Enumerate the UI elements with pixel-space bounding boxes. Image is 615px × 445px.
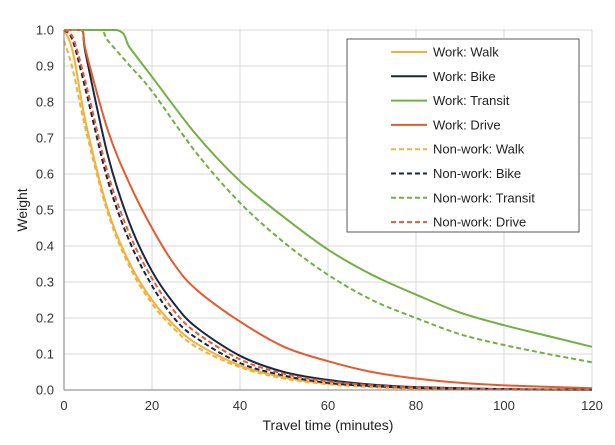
legend-label: Non-work: Bike (433, 166, 521, 181)
y-tick-label: 0.1 (36, 347, 54, 362)
y-tick-label: 0.2 (36, 311, 54, 326)
legend-label: Work: Walk (433, 45, 499, 60)
legend-label: Non-work: Walk (433, 142, 525, 157)
axes (63, 30, 592, 391)
y-tick-label: 0.5 (36, 203, 54, 218)
series-line-non-work-transit (64, 29, 593, 364)
y-tick-label: 0.3 (36, 275, 54, 290)
series-line-non-work-walk (63, 40, 593, 391)
y-tick-label: 0.4 (36, 239, 54, 254)
series-line-work-drive (64, 29, 593, 390)
series-line-non-work-drive (63, 29, 593, 391)
tick-labels: 0.0 0.1 0.2 0.3 0.4 0.5 0.6 0.7 0.8 0.9 1.0 0 20 40 60… (36, 23, 603, 414)
x-tick-label: 100 (493, 398, 515, 413)
series-line-non-work-bike (63, 29, 593, 391)
y-tick-label: 0.0 (36, 383, 54, 398)
legend-label: Work: Bike (433, 69, 496, 84)
x-tick-label: 40 (233, 398, 247, 413)
legend-box (346, 38, 580, 233)
y-tick-label: 0.7 (36, 131, 54, 146)
series-layer (63, 29, 593, 391)
y-tick-label: 0.9 (36, 59, 54, 74)
x-tick-label: 120 (581, 398, 603, 413)
legend: Work: Walk Work: Bike Work: Transit Work: D… (346, 38, 580, 233)
x-tick-label: 0 (60, 398, 67, 413)
legend-label: Non-work: Transit (433, 190, 535, 205)
y-axis-title: Weight (14, 188, 30, 231)
y-tick-label: 0.8 (36, 95, 54, 110)
x-tick-label: 20 (145, 398, 159, 413)
legend-label: Work: Drive (433, 117, 501, 132)
series-line-work-transit (64, 29, 593, 348)
x-tick-label: 60 (321, 398, 335, 413)
x-axis-title: Travel time (minutes) (263, 417, 394, 433)
legend-label: Non-work: Drive (433, 215, 526, 230)
y-tick-label: 0.6 (36, 167, 54, 182)
y-tick-label: 1.0 (36, 23, 54, 38)
x-tick-label: 80 (409, 398, 423, 413)
legend-label: Work: Transit (433, 93, 510, 108)
